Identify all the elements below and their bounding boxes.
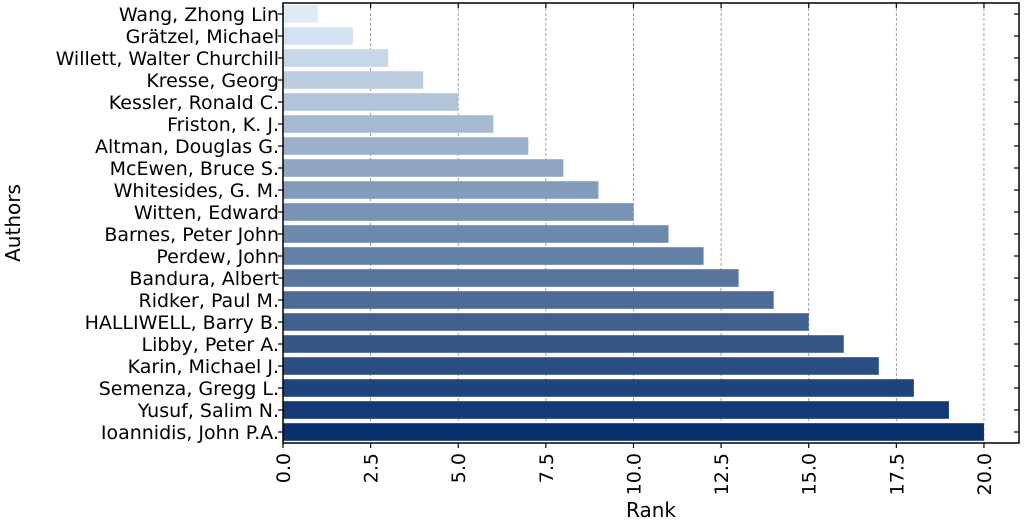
category-label: Kessler, Ronald C.	[109, 92, 279, 114]
x-tick-label: 2.5	[361, 453, 383, 483]
bar	[283, 423, 984, 441]
grid-lines	[370, 3, 985, 443]
bar	[283, 203, 634, 221]
bar	[283, 335, 844, 353]
category-label: HALLIWELL, Barry B.	[85, 312, 279, 334]
x-tick-label: 12.5	[711, 453, 733, 495]
category-label: Grätzel, Michael	[126, 26, 279, 48]
category-label: Karin, Michael J.	[128, 356, 279, 378]
bar	[283, 247, 704, 265]
x-tick-label: 17.5	[886, 453, 908, 495]
category-label: Ioannidis, John P.A.	[101, 422, 279, 444]
category-label: Wang, Zhong Lin	[119, 4, 279, 26]
category-label: Whitesides, G. M.	[114, 180, 279, 202]
bar	[283, 291, 774, 309]
category-label: Altman, Douglas G.	[95, 136, 279, 158]
bar	[283, 137, 529, 155]
x-axis-label: Rank	[626, 498, 676, 522]
category-label: Witten, Edward	[134, 202, 279, 224]
plot-frame	[282, 2, 1020, 444]
x-tick-label: 10.0	[623, 453, 645, 495]
bar	[283, 225, 669, 243]
x-tick-label: 5.0	[448, 453, 470, 483]
bar	[283, 49, 389, 67]
bar	[283, 313, 809, 331]
x-tick-label: 15.0	[799, 453, 821, 495]
category-label: Barnes, Peter John	[104, 224, 279, 246]
x-tick-label: 20.0	[974, 453, 996, 495]
category-label: Yusuf, Salim N.	[137, 400, 279, 422]
bar	[283, 379, 914, 397]
category-label: Perdew, John	[156, 246, 279, 268]
x-tick-label: 7.5	[536, 453, 558, 483]
bar	[283, 115, 494, 133]
tick-marks	[278, 3, 1019, 448]
y-axis-label: Authors	[1, 184, 25, 262]
bar	[283, 401, 949, 419]
category-label: Friston, K. J.	[167, 114, 279, 136]
category-label: McEwen, Bruce S.	[110, 158, 279, 180]
bar	[283, 5, 319, 23]
category-label: Willett, Walter Churchill	[56, 48, 279, 70]
bar	[283, 269, 739, 287]
category-label: Libby, Peter A.	[142, 334, 279, 356]
bar	[283, 357, 879, 375]
bar	[283, 181, 599, 199]
x-tick-label: 0.0	[273, 453, 295, 483]
category-label: Bandura, Albert	[129, 268, 279, 290]
category-label: Kresse, Georg	[146, 70, 279, 92]
bars	[283, 5, 984, 441]
bar	[283, 93, 459, 111]
bar	[283, 159, 564, 177]
category-label: Semenza, Gregg L.	[99, 378, 279, 400]
bar	[283, 71, 424, 89]
x-tick-labels: 0.0 2.5 5.0 7.5 10.0 12.5 15.0 17.5 20.0	[273, 453, 996, 495]
category-label: Ridker, Paul M.	[139, 290, 280, 312]
bar	[283, 27, 354, 45]
